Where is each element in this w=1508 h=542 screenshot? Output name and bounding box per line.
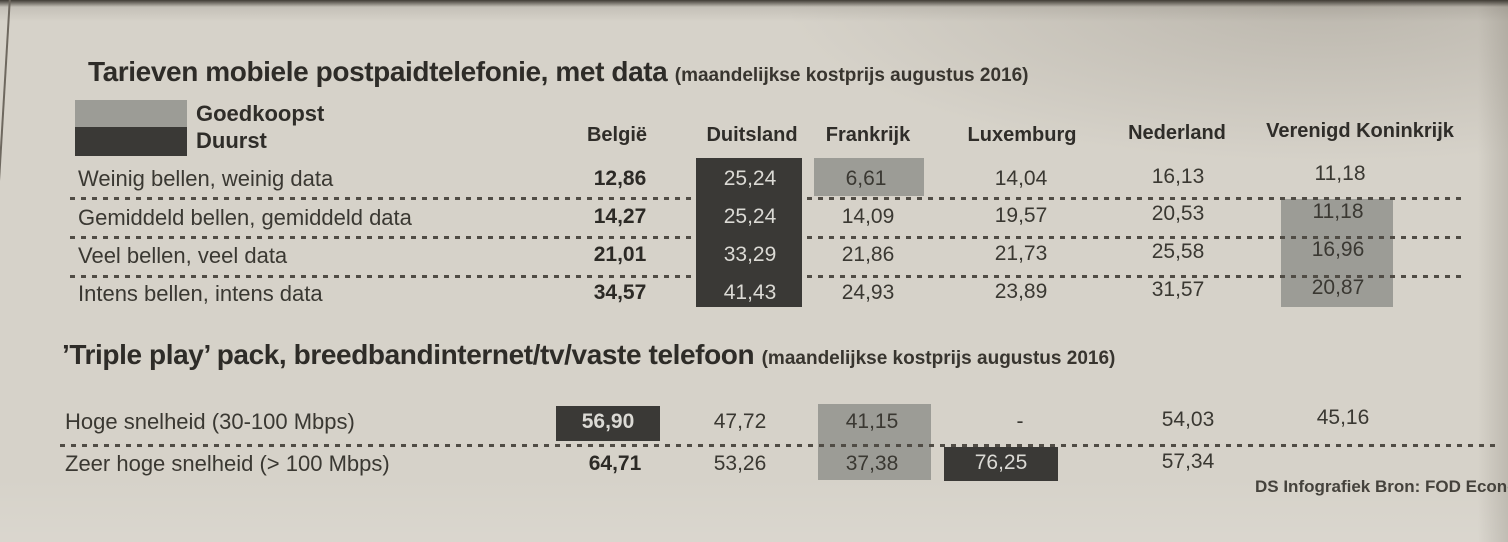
table1-title: Tarieven mobiele postpaidtelefonie, met …	[88, 56, 1029, 88]
cell-luxemburg: 23,89	[994, 280, 1048, 303]
column-header-nederland: Nederland	[1128, 122, 1226, 144]
cell-luxemburg: 19,57	[994, 204, 1048, 227]
cell-belgie: 21,01	[593, 243, 647, 266]
cell-frankrijk: 37,38	[845, 452, 899, 475]
table-row-label: Gemiddeld bellen, gemiddeld data	[78, 205, 412, 230]
cell-nederland: 16,13	[1151, 165, 1205, 188]
legend-swatch-most-expensive	[75, 127, 187, 156]
cell-verenigd-koninkrijk: 16,96	[1311, 238, 1365, 261]
cell-frankrijk: 41,15	[845, 410, 899, 433]
highlight-cheapest-frankrijk-cell	[814, 158, 924, 196]
table2-title-text: ’Triple play’ pack, breedbandinternet/tv…	[62, 339, 755, 370]
page-fold-line	[0, 0, 11, 182]
column-header-verenigd-koninkrijk: Verenigd Koninkrijk	[1266, 120, 1454, 142]
cell-luxemburg: 76,25	[974, 451, 1028, 474]
highlight-most-expensive-luxemburg-cell	[944, 447, 1058, 481]
table1-title-text: Tarieven mobiele postpaidtelefonie, met …	[88, 56, 668, 87]
cell-luxemburg: 14,04	[994, 167, 1048, 190]
cell-nederland: 54,03	[1161, 408, 1215, 431]
table-row-label: Zeer hoge snelheid (> 100 Mbps)	[65, 451, 390, 476]
highlight-most-expensive-belgie-cell	[556, 406, 660, 441]
cell-duitsland: 25,24	[723, 167, 777, 190]
cell-nederland: 20,53	[1151, 202, 1205, 225]
cell-verenigd-koninkrijk: 11,18	[1314, 162, 1366, 185]
cell-belgie: 56,90	[581, 410, 635, 433]
cell-nederland: 57,34	[1161, 450, 1215, 473]
row-separator	[60, 444, 1495, 447]
table2-subtitle: (maandelijkse kostprijs augustus 2016)	[761, 348, 1116, 369]
cell-duitsland: 47,72	[713, 410, 767, 433]
legend-label-cheapest: Goedkoopst	[196, 101, 325, 126]
table1-subtitle: (maandelijkse kostprijs augustus 2016)	[674, 65, 1029, 86]
cell-belgie: 14,27	[593, 205, 647, 228]
cell-frankrijk: 6,61	[845, 167, 887, 190]
highlight-cheapest-frankrijk-block	[818, 404, 931, 480]
column-header-belgie: België	[586, 124, 648, 146]
cell-belgie: 12,86	[593, 167, 647, 190]
cell-verenigd-koninkrijk: 11,18	[1312, 200, 1364, 223]
cell-verenigd-koninkrijk: 20,87	[1311, 276, 1365, 299]
cell-luxemburg: 21,73	[994, 242, 1048, 265]
cell-duitsland: 33,29	[723, 243, 777, 266]
column-header-duitsland: Duitsland	[706, 124, 798, 146]
cell-belgie: 64,71	[588, 452, 642, 475]
legend-label-most-expensive: Duurst	[196, 128, 267, 153]
table-row-label: Weinig bellen, weinig data	[78, 166, 334, 191]
cell-frankrijk: 14,09	[841, 205, 895, 228]
legend-swatch-cheapest	[75, 100, 187, 127]
cell-verenigd-koninkrijk: 45,16	[1316, 406, 1370, 429]
cell-duitsland: 25,24	[723, 205, 777, 228]
cell-belgie: 34,57	[593, 281, 647, 304]
page-top-edge-shadow	[0, 0, 1508, 7]
cell-duitsland: 41,43	[723, 281, 777, 304]
column-header-luxemburg: Luxemburg	[967, 124, 1077, 146]
cell-nederland: 31,57	[1151, 278, 1205, 301]
table-row-label: Hoge snelheid (30-100 Mbps)	[65, 409, 355, 434]
table2-title: ’Triple play’ pack, breedbandinternet/tv…	[62, 339, 1115, 371]
cell-nederland: 25,58	[1151, 240, 1205, 263]
source-credit: DS Infografiek Bron: FOD Economie	[1255, 477, 1508, 496]
table-row-label: Veel bellen, veel data	[78, 243, 288, 268]
cell-frankrijk: 21,86	[841, 243, 895, 266]
cell-luxemburg: -	[1016, 410, 1024, 433]
column-header-frankrijk: Frankrijk	[825, 124, 911, 146]
table-row-label: Intens bellen, intens data	[78, 281, 323, 306]
cell-duitsland: 53,26	[713, 452, 767, 475]
highlight-cheapest-vk-block	[1281, 199, 1393, 307]
highlight-most-expensive-duitsland-block	[696, 158, 802, 307]
cell-frankrijk: 24,93	[841, 281, 895, 304]
